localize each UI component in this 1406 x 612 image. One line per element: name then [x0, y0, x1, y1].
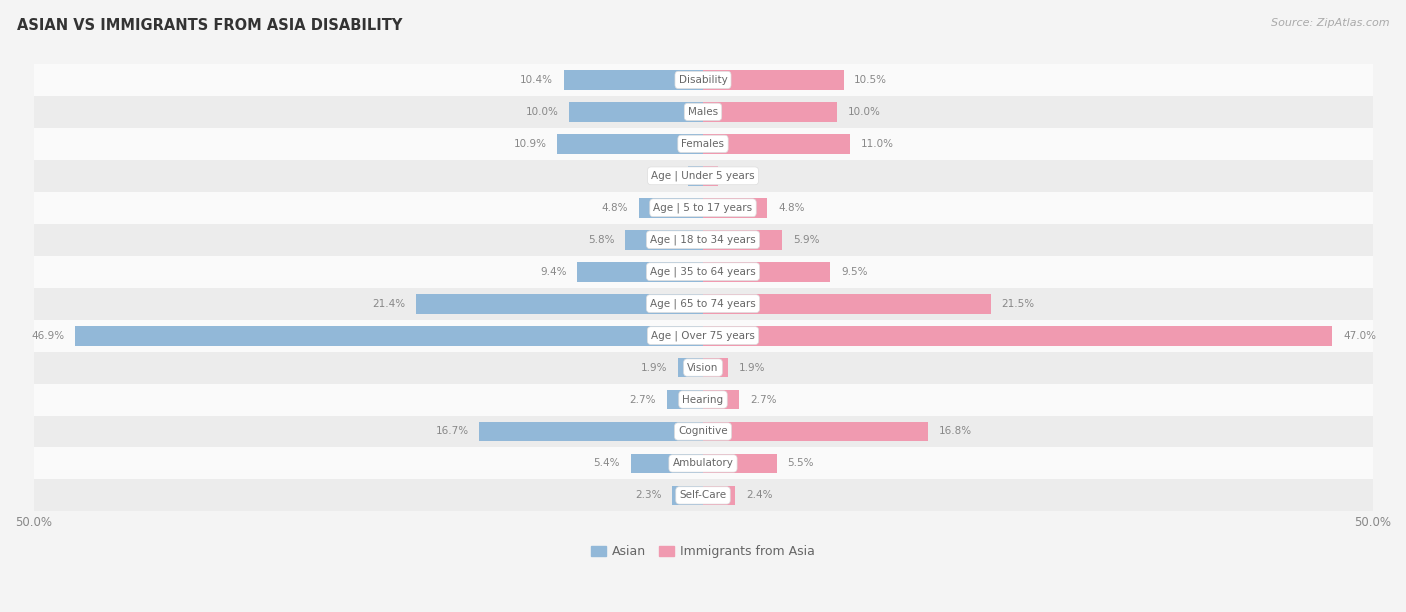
Bar — [34, 479, 1372, 512]
Bar — [703, 453, 776, 473]
Bar — [703, 294, 991, 313]
Text: 1.1%: 1.1% — [728, 171, 755, 181]
Bar — [666, 390, 703, 409]
Bar — [689, 166, 703, 185]
Text: 4.8%: 4.8% — [778, 203, 804, 213]
Text: Hearing: Hearing — [682, 395, 724, 405]
Text: Cognitive: Cognitive — [678, 427, 728, 436]
Text: Age | 5 to 17 years: Age | 5 to 17 years — [654, 203, 752, 213]
Bar — [638, 198, 703, 218]
Text: Ambulatory: Ambulatory — [672, 458, 734, 468]
Legend: Asian, Immigrants from Asia: Asian, Immigrants from Asia — [586, 540, 820, 563]
Bar — [557, 134, 703, 154]
Bar — [34, 384, 1372, 416]
Text: 2.3%: 2.3% — [636, 490, 661, 501]
Bar — [34, 351, 1372, 384]
Text: Age | 65 to 74 years: Age | 65 to 74 years — [650, 299, 756, 309]
Bar — [703, 390, 740, 409]
Bar — [703, 326, 1333, 346]
Text: Age | Under 5 years: Age | Under 5 years — [651, 171, 755, 181]
Text: 9.4%: 9.4% — [540, 267, 567, 277]
Text: 11.0%: 11.0% — [860, 139, 894, 149]
Bar — [576, 262, 703, 282]
Text: 2.7%: 2.7% — [630, 395, 657, 405]
Text: 10.9%: 10.9% — [513, 139, 547, 149]
Text: 2.7%: 2.7% — [749, 395, 776, 405]
Text: 2.4%: 2.4% — [745, 490, 772, 501]
Bar — [34, 319, 1372, 351]
Text: 46.9%: 46.9% — [31, 330, 65, 341]
Text: 21.5%: 21.5% — [1001, 299, 1035, 308]
Bar — [416, 294, 703, 313]
Bar — [34, 192, 1372, 224]
Text: Self-Care: Self-Care — [679, 490, 727, 501]
Bar — [34, 64, 1372, 96]
Text: 4.8%: 4.8% — [602, 203, 628, 213]
Text: 10.0%: 10.0% — [526, 107, 558, 117]
Bar — [703, 262, 830, 282]
Bar — [678, 357, 703, 378]
Bar — [626, 230, 703, 250]
Bar — [34, 224, 1372, 256]
Bar — [479, 422, 703, 441]
Text: Age | 35 to 64 years: Age | 35 to 64 years — [650, 266, 756, 277]
Text: 21.4%: 21.4% — [373, 299, 406, 308]
Text: 1.9%: 1.9% — [740, 362, 766, 373]
Bar — [703, 198, 768, 218]
Bar — [34, 288, 1372, 319]
Text: 5.9%: 5.9% — [793, 235, 820, 245]
Text: 1.9%: 1.9% — [640, 362, 666, 373]
Bar — [631, 453, 703, 473]
Text: 5.4%: 5.4% — [593, 458, 620, 468]
Bar — [75, 326, 703, 346]
Bar — [703, 357, 728, 378]
Text: 16.8%: 16.8% — [939, 427, 972, 436]
Text: Vision: Vision — [688, 362, 718, 373]
Bar — [703, 230, 782, 250]
Text: 10.0%: 10.0% — [848, 107, 880, 117]
Text: Age | Over 75 years: Age | Over 75 years — [651, 330, 755, 341]
Text: Age | 18 to 34 years: Age | 18 to 34 years — [650, 234, 756, 245]
Bar — [703, 70, 844, 90]
Text: 9.5%: 9.5% — [841, 267, 868, 277]
Bar — [34, 256, 1372, 288]
Text: Males: Males — [688, 107, 718, 117]
Bar — [34, 447, 1372, 479]
Bar — [34, 160, 1372, 192]
Text: Females: Females — [682, 139, 724, 149]
Bar — [34, 416, 1372, 447]
Bar — [703, 422, 928, 441]
Bar — [564, 70, 703, 90]
Bar — [34, 96, 1372, 128]
Text: 1.1%: 1.1% — [651, 171, 678, 181]
Text: 10.5%: 10.5% — [855, 75, 887, 85]
Text: 10.4%: 10.4% — [520, 75, 553, 85]
Bar — [703, 134, 851, 154]
Bar — [703, 102, 837, 122]
Text: ASIAN VS IMMIGRANTS FROM ASIA DISABILITY: ASIAN VS IMMIGRANTS FROM ASIA DISABILITY — [17, 18, 402, 34]
Bar — [703, 485, 735, 506]
Bar — [34, 128, 1372, 160]
Text: 16.7%: 16.7% — [436, 427, 468, 436]
Text: 5.5%: 5.5% — [787, 458, 814, 468]
Text: 47.0%: 47.0% — [1343, 330, 1376, 341]
Bar — [672, 485, 703, 506]
Text: 5.8%: 5.8% — [588, 235, 614, 245]
Bar — [569, 102, 703, 122]
Text: Disability: Disability — [679, 75, 727, 85]
Bar — [703, 166, 717, 185]
Text: Source: ZipAtlas.com: Source: ZipAtlas.com — [1271, 18, 1389, 28]
